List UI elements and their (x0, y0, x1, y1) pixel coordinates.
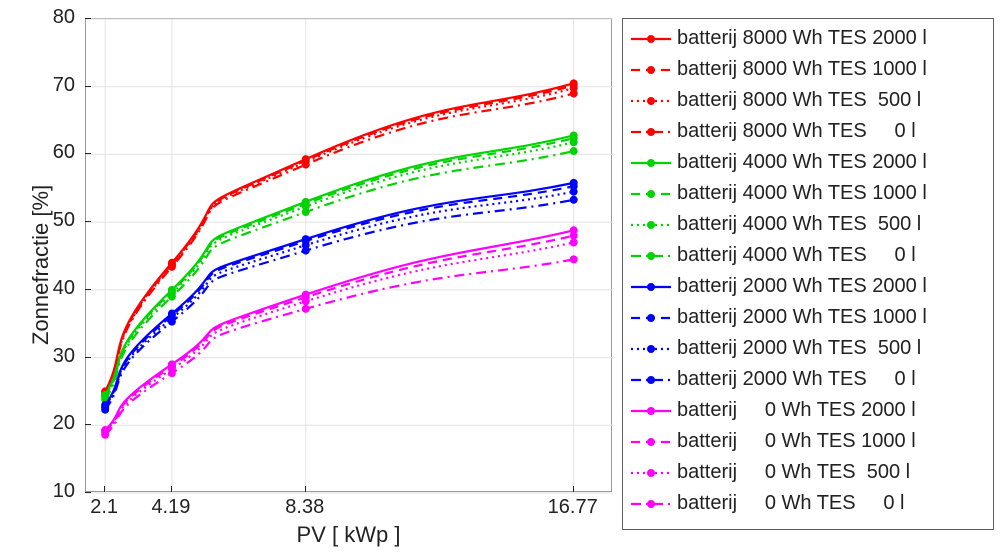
legend: batterij 8000 Wh TES 2000 l batterij 8000… (622, 18, 994, 530)
series-line (105, 88, 574, 394)
series-marker (101, 431, 109, 439)
legend-label: batterij 0 Wh TES 500 l (677, 461, 910, 484)
chart-container: 1020304050607080 2.14.198.3816.77 Zonnef… (0, 0, 1000, 558)
legend-label: batterij 8000 Wh TES 500 l (677, 89, 921, 112)
series-line (105, 83, 574, 391)
legend-label: batterij 0 Wh TES 0 l (677, 492, 905, 515)
x-tick-label: 16.77 (533, 496, 613, 519)
legend-row: batterij 2000 Wh TES 2000 l (631, 271, 985, 302)
legend-swatch (631, 431, 671, 453)
series-marker (302, 161, 310, 169)
legend-swatch (631, 493, 671, 515)
legend-row: batterij 2000 Wh TES 500 l (631, 333, 985, 364)
series-marker (570, 147, 578, 155)
legend-row: batterij 4000 Wh TES 0 l (631, 240, 985, 271)
legend-row: batterij 4000 Wh TES 500 l (631, 209, 985, 240)
series-marker (168, 369, 176, 377)
series-marker (168, 293, 176, 301)
plot-area (85, 18, 612, 492)
legend-swatch (631, 338, 671, 360)
series-layer (86, 19, 613, 493)
series-marker (570, 138, 578, 146)
x-axis-label: PV [ kWp ] (269, 522, 429, 548)
legend-row: batterij 0 Wh TES 0 l (631, 488, 985, 519)
y-tick-label: 20 (0, 412, 75, 435)
series-marker (570, 196, 578, 204)
legend-swatch (631, 276, 671, 298)
legend-row: batterij 2000 Wh TES 1000 l (631, 302, 985, 333)
legend-label: batterij 2000 Wh TES 1000 l (677, 306, 927, 329)
x-tick-label: 4.19 (131, 496, 211, 519)
series-marker (570, 255, 578, 263)
series-marker (570, 89, 578, 97)
legend-label: batterij 8000 Wh TES 1000 l (677, 58, 927, 81)
y-axis-label: Zonnefractie [%] (28, 185, 54, 345)
series-marker (570, 188, 578, 196)
series-marker (302, 297, 310, 305)
legend-swatch (631, 214, 671, 236)
legend-row: batterij 0 Wh TES 2000 l (631, 395, 985, 426)
legend-row: batterij 0 Wh TES 1000 l (631, 426, 985, 457)
y-tick-label: 30 (0, 345, 75, 368)
legend-swatch (631, 59, 671, 81)
legend-row: batterij 4000 Wh TES 2000 l (631, 147, 985, 178)
series-marker (168, 263, 176, 271)
legend-swatch (631, 183, 671, 205)
legend-swatch (631, 121, 671, 143)
series-marker (570, 238, 578, 246)
legend-label: batterij 2000 Wh TES 500 l (677, 337, 921, 360)
series-line (105, 192, 574, 408)
legend-label: batterij 2000 Wh TES 0 l (677, 368, 916, 391)
y-tick-label: 60 (0, 141, 75, 164)
legend-swatch (631, 462, 671, 484)
legend-swatch (631, 307, 671, 329)
series-marker (302, 247, 310, 255)
legend-label: batterij 8000 Wh TES 0 l (677, 120, 916, 143)
legend-swatch (631, 369, 671, 391)
legend-label: batterij 4000 Wh TES 2000 l (677, 151, 927, 174)
legend-row: batterij 0 Wh TES 500 l (631, 457, 985, 488)
series-marker (101, 406, 109, 414)
series-marker (302, 208, 310, 216)
legend-label: batterij 4000 Wh TES 1000 l (677, 182, 927, 205)
legend-label: batterij 8000 Wh TES 2000 l (677, 27, 927, 50)
series-line (105, 242, 574, 432)
legend-label: batterij 4000 Wh TES 0 l (677, 244, 916, 267)
legend-swatch (631, 90, 671, 112)
series-marker (168, 318, 176, 326)
legend-row: batterij 8000 Wh TES 2000 l (631, 23, 985, 54)
legend-row: batterij 2000 Wh TES 0 l (631, 364, 985, 395)
legend-label: batterij 2000 Wh TES 2000 l (677, 275, 927, 298)
legend-row: batterij 8000 Wh TES 0 l (631, 116, 985, 147)
legend-swatch (631, 245, 671, 267)
legend-label: batterij 4000 Wh TES 500 l (677, 213, 921, 236)
series-line (105, 85, 574, 392)
legend-row: batterij 8000 Wh TES 500 l (631, 85, 985, 116)
legend-row: batterij 4000 Wh TES 1000 l (631, 178, 985, 209)
series-marker (302, 305, 310, 313)
y-tick-label: 80 (0, 6, 75, 29)
legend-row: batterij 8000 Wh TES 1000 l (631, 54, 985, 85)
legend-swatch (631, 28, 671, 50)
legend-label: batterij 0 Wh TES 2000 l (677, 399, 916, 422)
legend-swatch (631, 400, 671, 422)
legend-swatch (631, 152, 671, 174)
y-tick-label: 70 (0, 74, 75, 97)
x-tick-label: 8.38 (265, 496, 345, 519)
legend-label: batterij 0 Wh TES 1000 l (677, 430, 916, 453)
